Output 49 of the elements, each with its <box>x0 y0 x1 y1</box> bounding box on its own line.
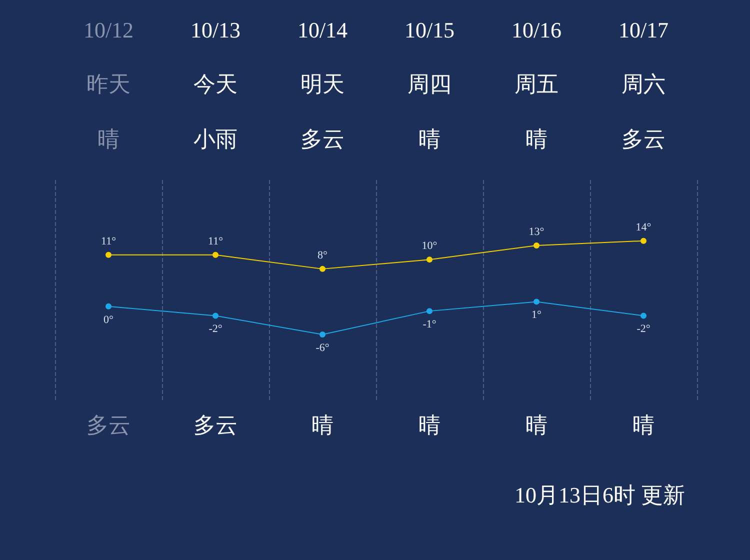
text: 多云 <box>194 412 238 438</box>
point <box>320 266 326 272</box>
text: 晴 <box>418 412 440 438</box>
data-label: 11° <box>101 235 116 248</box>
text: 多云 <box>300 126 344 152</box>
text: 周四 <box>408 72 452 96</box>
point <box>534 242 540 249</box>
text: 晴 <box>632 412 654 438</box>
text: 明天 <box>300 72 344 96</box>
text: 多云 <box>86 412 130 438</box>
point <box>106 303 112 310</box>
text: 今天 <box>194 72 238 96</box>
data-label: 0° <box>104 314 114 326</box>
text: 晴 <box>526 412 548 438</box>
data-label: 8° <box>318 249 328 262</box>
x-tick-label: 10/17 <box>618 18 669 42</box>
data-label: 1° <box>532 309 542 322</box>
data-label: -1° <box>422 318 436 331</box>
data-label: -6° <box>316 342 330 354</box>
text: 周五 <box>514 72 558 96</box>
x-tick-label: 10/16 <box>511 18 562 42</box>
text: 多云 <box>622 126 666 152</box>
x-tick-label: 10/15 <box>404 18 455 42</box>
data-label: 10° <box>422 240 438 252</box>
text: 晴 <box>526 126 548 152</box>
text: 晴 <box>98 126 120 152</box>
point <box>640 238 646 244</box>
point <box>426 308 432 314</box>
text: 晴 <box>418 126 440 152</box>
point <box>640 312 646 319</box>
data-label: 13° <box>528 226 544 238</box>
point <box>426 256 432 263</box>
point <box>212 252 218 258</box>
text: 昨天 <box>86 72 130 96</box>
point <box>320 331 326 338</box>
data-label: -2° <box>636 323 650 336</box>
data-label: 11° <box>208 235 223 248</box>
point <box>106 252 112 258</box>
text: 小雨 <box>194 126 238 152</box>
point <box>534 298 540 305</box>
x-tick-label: 10/13 <box>190 18 241 42</box>
text: 10月13日6时 更新 <box>514 482 685 508</box>
data-label: -2° <box>208 323 222 336</box>
text: 晴 <box>312 412 334 438</box>
text: 周六 <box>622 72 666 96</box>
data-label: 14° <box>636 221 652 234</box>
x-tick-label: 10/14 <box>297 18 348 42</box>
x-tick-label: 10/12 <box>83 18 134 42</box>
point <box>212 312 218 319</box>
